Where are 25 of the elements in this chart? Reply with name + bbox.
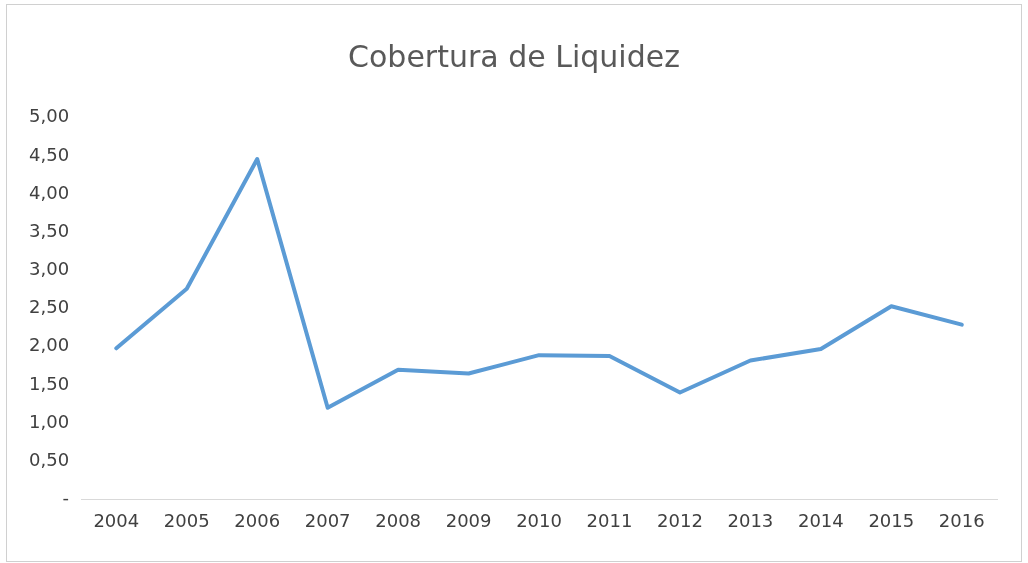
x-tick-label: 2006 [234,509,281,531]
y-tick-label: 3,00 [29,258,70,280]
y-tick-label: 0,50 [29,448,70,470]
x-tick-label: 2009 [445,509,492,531]
x-tick-label: 2005 [163,509,210,531]
x-tick-label: 2013 [727,509,774,531]
x-tick-label: 2016 [938,509,985,531]
x-tick-label: 2015 [868,509,915,531]
y-tick-label: 1,50 [29,372,70,394]
chart-title: Cobertura de Liquidez [347,39,681,74]
x-tick-label: 2007 [304,509,351,531]
x-tick-label: 2010 [516,509,562,531]
x-tick-label: 2014 [797,509,844,531]
x-tick-label: 2012 [657,509,703,531]
y-tick-label: 5,00 [29,105,70,127]
y-tick-label: 3,50 [29,219,70,241]
x-tick-label: 2008 [375,509,422,531]
y-tick-label: 2,50 [29,296,70,318]
y-tick-label: - [62,487,70,509]
y-tick-label: 2,00 [29,334,70,356]
y-tick-label: 1,00 [29,410,70,432]
y-tick-label: 4,00 [29,181,70,203]
y-tick-label: 4,50 [29,143,70,165]
x-tick-label: 2004 [93,509,140,531]
x-tick-label: 2011 [586,509,633,531]
